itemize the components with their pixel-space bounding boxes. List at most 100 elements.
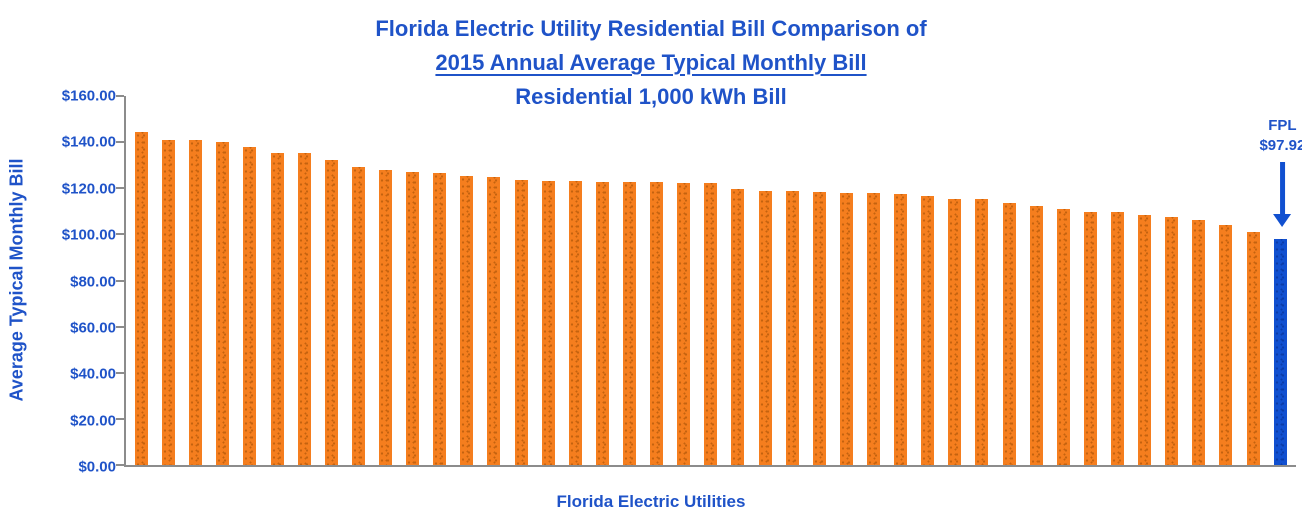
utility-bar xyxy=(948,198,962,465)
bar-slot xyxy=(399,96,426,465)
utility-bar xyxy=(839,193,853,465)
bar-slot xyxy=(236,96,263,465)
bar-slot xyxy=(996,96,1023,465)
bar-slot xyxy=(535,96,562,465)
utility-bar xyxy=(677,182,691,465)
utility-bar xyxy=(406,171,420,465)
utility-bar xyxy=(595,181,609,465)
utility-bar xyxy=(568,180,582,465)
bar-slot xyxy=(182,96,209,465)
utility-bar xyxy=(1029,205,1043,465)
bar-slot xyxy=(968,96,995,465)
utility-bar xyxy=(541,180,555,465)
bar-slot xyxy=(941,96,968,465)
bar-slot xyxy=(806,96,833,465)
utility-bar xyxy=(704,183,718,465)
y-tick-label: $40.00 xyxy=(70,365,116,383)
utility-bar xyxy=(216,142,230,465)
bar-slot xyxy=(670,96,697,465)
utility-bar xyxy=(1246,231,1260,465)
bar-slot xyxy=(643,96,670,465)
utility-bar xyxy=(1083,211,1097,465)
bar-slot xyxy=(155,96,182,465)
fpl-annotation-value: $97.92 xyxy=(1259,137,1302,154)
bar-slot xyxy=(508,96,535,465)
utility-bar xyxy=(135,132,149,465)
bar-slot xyxy=(697,96,724,465)
bar-slot xyxy=(1131,96,1158,465)
y-tick-mark xyxy=(116,464,124,466)
utility-bar xyxy=(433,172,447,465)
fpl-bar xyxy=(1273,239,1287,465)
utility-bar xyxy=(324,159,338,465)
utility-bar xyxy=(758,190,772,465)
chart-title-line2: 2015 Annual Average Typical Monthly Bill xyxy=(435,50,867,75)
bars-row xyxy=(126,96,1296,465)
bar-slot xyxy=(752,96,779,465)
utility-bar xyxy=(921,195,935,465)
fpl-annotation: FPL $97.92 xyxy=(1259,116,1302,227)
chart-title-line1: Florida Electric Utility Residential Bil… xyxy=(375,16,927,41)
y-tick-mark xyxy=(116,325,124,328)
bar-slot xyxy=(1212,96,1239,465)
bar-slot xyxy=(1239,96,1266,465)
utility-bar xyxy=(867,193,880,465)
y-tick-mark xyxy=(116,417,124,420)
utility-bar xyxy=(894,194,908,465)
bar-slot xyxy=(1185,96,1212,465)
utility-bar xyxy=(623,181,637,465)
bar-slot xyxy=(779,96,806,465)
bar-slot xyxy=(1267,96,1294,465)
bar-slot xyxy=(128,96,155,465)
bar-slot xyxy=(345,96,372,465)
bar-slot xyxy=(724,96,751,465)
bar-slot xyxy=(318,96,345,465)
y-tick-label: $80.00 xyxy=(70,273,116,290)
bar-slot xyxy=(426,96,453,465)
chart-title-line3: Residential 1,000 kWh Bill xyxy=(515,84,787,109)
y-tick-mark xyxy=(116,141,124,144)
utility-bar xyxy=(785,191,799,465)
bar-slot xyxy=(833,96,860,465)
y-tick-mark xyxy=(116,279,124,282)
y-tick-label: $100.00 xyxy=(61,226,116,244)
y-axis-tick-labels: $160.00 $140.00 $120.00 $100.00 $80.00 $60.00… xyxy=(30,88,116,476)
down-arrow-head-icon xyxy=(1273,214,1292,227)
utility-bar xyxy=(243,146,257,465)
bar-slot xyxy=(616,96,643,465)
utility-bar xyxy=(650,182,664,465)
y-tick-label: $0.00 xyxy=(78,458,116,476)
utility-bar xyxy=(1219,224,1233,465)
utility-bar xyxy=(460,175,474,465)
bar-slot xyxy=(1104,96,1131,465)
utility-bar xyxy=(487,177,501,465)
x-axis-title: Florida Electric Utilities xyxy=(556,492,746,511)
down-arrow-icon xyxy=(1279,162,1285,214)
bar-slot xyxy=(887,96,914,465)
y-tick-label: $160.00 xyxy=(61,87,116,105)
utility-bar xyxy=(1138,214,1152,465)
utility-bar xyxy=(975,199,989,465)
bar-slot xyxy=(372,96,399,465)
plot-area: FPL $97.92 xyxy=(116,95,1302,467)
y-tick-mark xyxy=(116,233,124,236)
y-tick-mark xyxy=(116,95,124,97)
bar-slot xyxy=(1023,96,1050,465)
y-axis-title: Average Typical Monthly Bill xyxy=(6,158,27,402)
utility-bar xyxy=(1165,216,1179,465)
bar-slot xyxy=(291,96,318,465)
utility-bar xyxy=(270,152,284,465)
utility-bar xyxy=(812,191,826,465)
bar-slot xyxy=(562,96,589,465)
bar-slot xyxy=(453,96,480,465)
utility-bar xyxy=(379,169,393,465)
bar-slot xyxy=(209,96,236,465)
utility-bar xyxy=(1002,203,1016,465)
utility-bar xyxy=(731,188,745,465)
bar-slot xyxy=(914,96,941,465)
utility-bar xyxy=(1192,219,1206,465)
utility-bar xyxy=(1056,208,1070,465)
y-tick-label: $140.00 xyxy=(61,133,116,151)
y-tick-label: $20.00 xyxy=(70,412,116,430)
